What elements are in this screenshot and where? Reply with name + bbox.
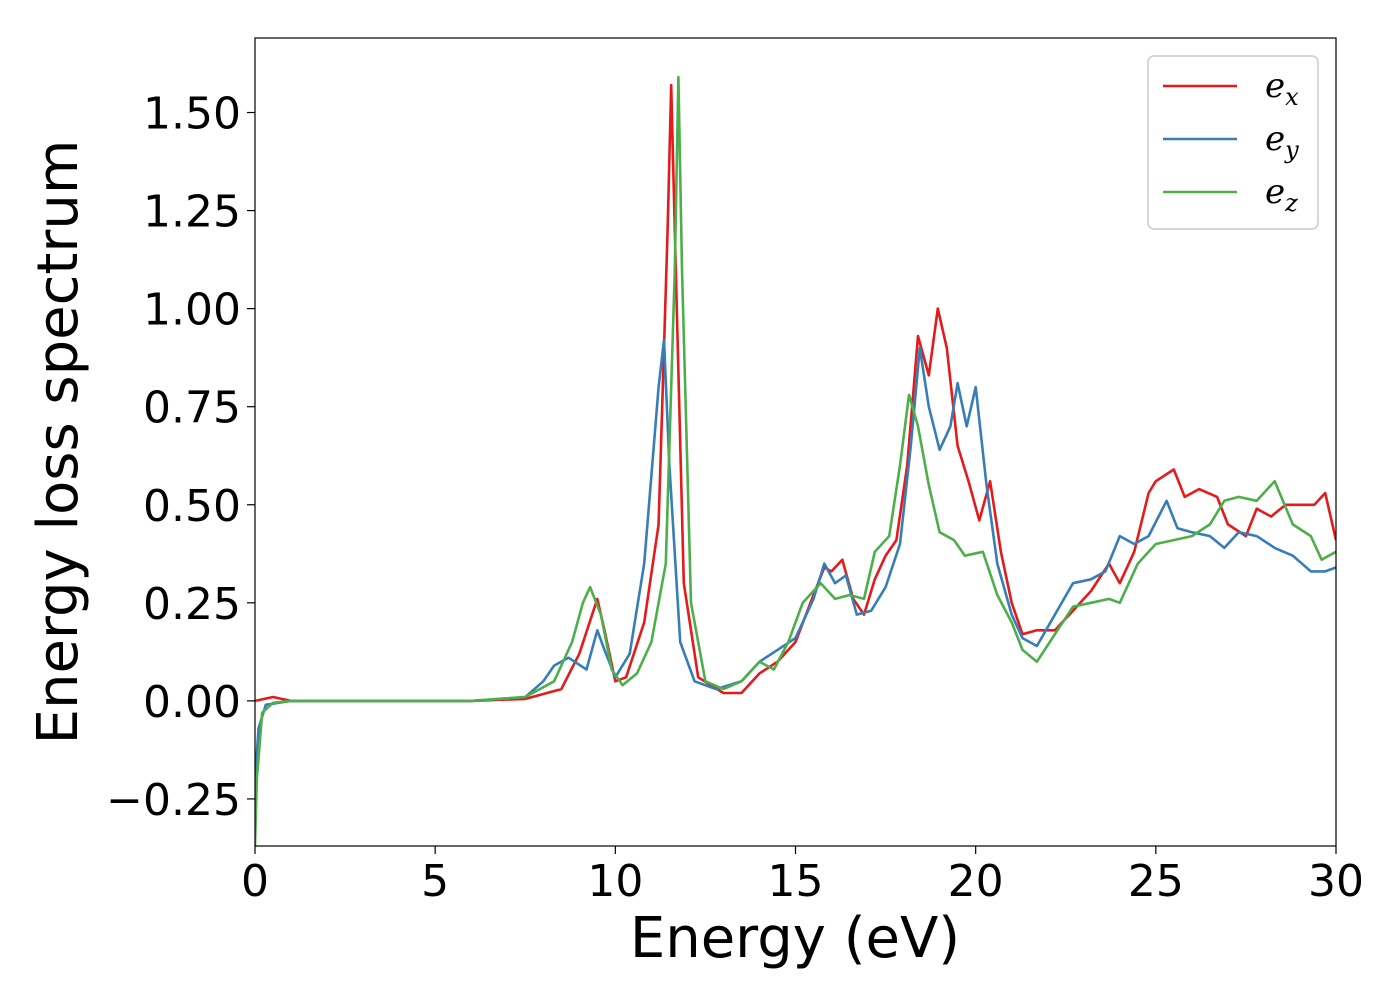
x-tick-label: 25 [1128, 856, 1184, 907]
legend-box [1147, 55, 1319, 230]
y-tick-label: 1.00 [143, 285, 241, 336]
y-axis-title: Energy loss spectrum [26, 140, 91, 745]
legend-label-x: ex [1265, 66, 1299, 111]
x-tick-label: 10 [587, 856, 643, 907]
y-tick-label: 1.25 [143, 187, 241, 238]
x-tick-label: 0 [241, 856, 269, 907]
legend-label-z: ez [1265, 172, 1298, 217]
x-axis-title: Energy (eV) [630, 906, 960, 971]
x-tick-label: 30 [1308, 856, 1364, 907]
legend: ex ey ez [1147, 55, 1319, 230]
x-tick-label: 20 [948, 856, 1004, 907]
x-axis: 0 5 10 15 20 25 30 [241, 846, 1364, 907]
x-tick-label: 15 [768, 856, 824, 907]
series-line-y [255, 338, 1336, 780]
y-tick-label: 1.50 [143, 89, 241, 140]
x-tick-label: 5 [421, 856, 449, 907]
y-tick-label: 0.75 [143, 383, 241, 434]
legend-label-y: ey [1265, 119, 1299, 164]
series-layer [255, 75, 1336, 846]
y-tick-label: 0.25 [143, 579, 241, 630]
series-line-z [255, 75, 1336, 846]
y-tick-label: −0.25 [106, 775, 241, 826]
y-axis: −0.25 0.00 0.25 0.50 0.75 1.00 1.25 1.50 [106, 89, 255, 826]
y-tick-label: 0.50 [143, 481, 241, 532]
series-line-x [255, 83, 1336, 703]
y-tick-label: 0.00 [143, 677, 241, 728]
